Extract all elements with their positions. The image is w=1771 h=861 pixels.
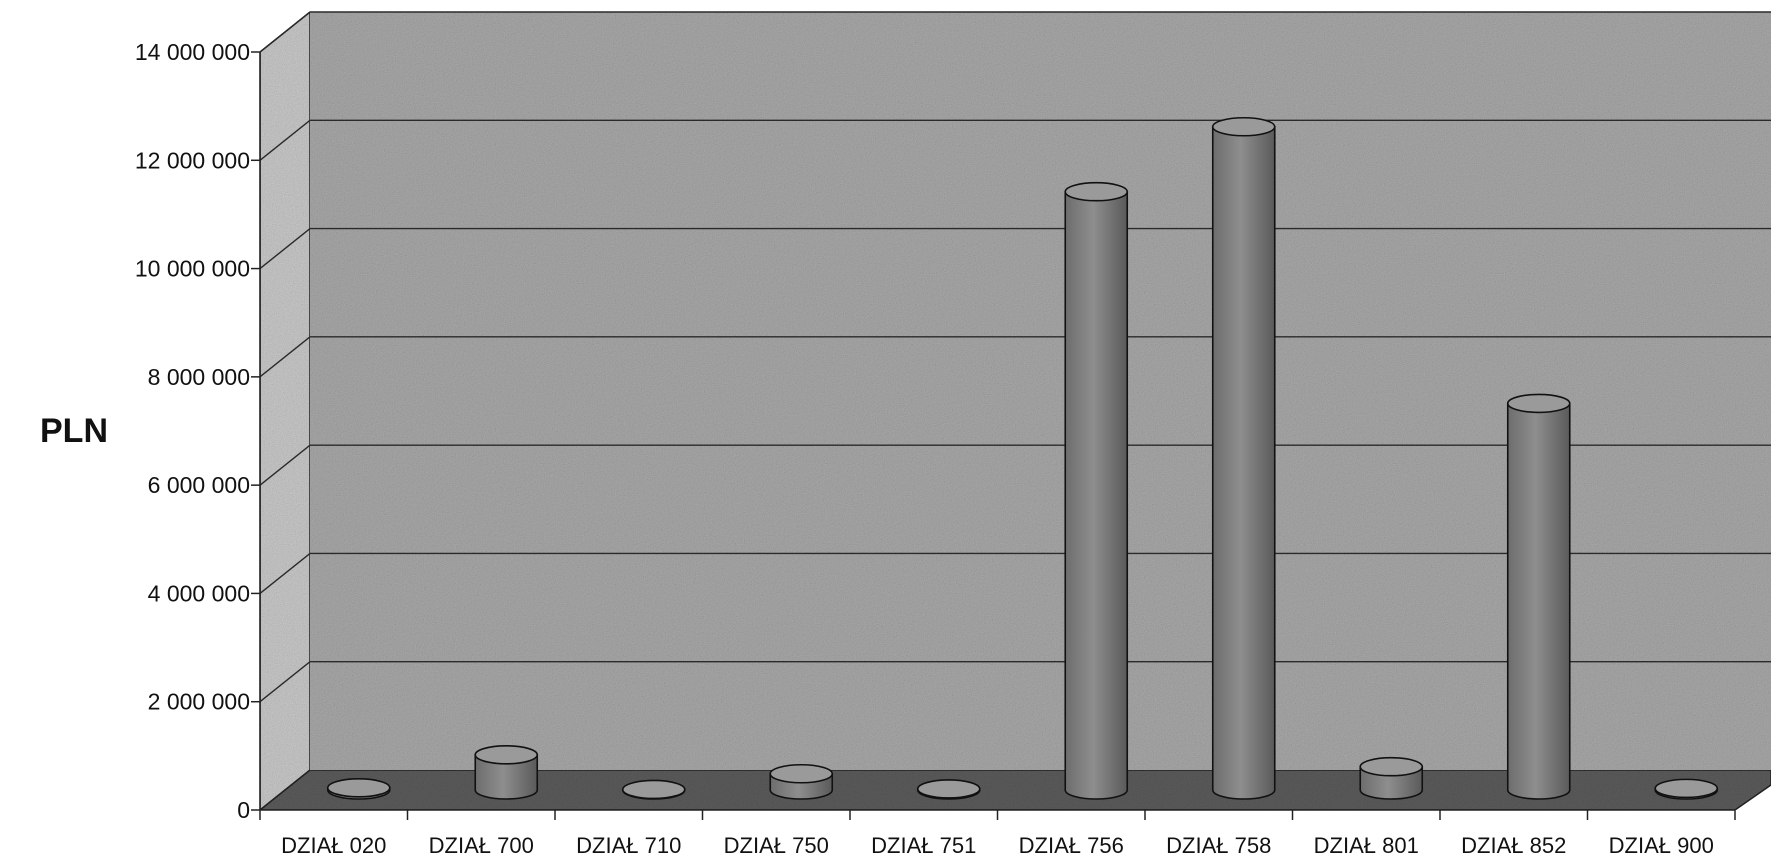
bar [916,779,981,800]
bar [769,763,834,800]
x-axis: DZIAŁ 020 DZIAŁ 700 DZIAŁ 710 DZIAŁ 750 DZIA… [259,809,1736,858]
x-tick-label: DZIAŁ 750 [724,833,829,858]
gridline [259,119,1771,161]
bar-top [769,763,834,784]
y-axis-label: PLN [40,412,108,450]
bar [1506,393,1571,800]
x-tick-label: DZIAŁ 801 [1314,833,1419,858]
chart-side-wall [259,10,311,812]
bar-top [326,778,391,798]
y-tick-label: 12 000 000 [135,147,250,173]
bar-top [1506,393,1571,414]
bar [1654,778,1719,800]
bar-body [1506,402,1571,800]
bar-body [474,754,539,800]
bar [326,778,391,800]
chart-back-wall [310,12,1771,770]
gridline [259,336,1771,378]
bar [1211,116,1276,800]
bar-top [916,779,981,799]
x-tick-label: DZIAŁ 700 [429,833,534,858]
y-tick-label: 14 000 000 [135,39,250,65]
bar-body [1064,190,1129,800]
bar-top [474,745,539,765]
x-tick-label: DZIAŁ 900 [1609,833,1714,858]
x-tick-label: DZIAŁ 756 [1019,833,1124,858]
bars [326,116,1719,800]
y-tick-label: 4 000 000 [148,580,250,606]
y-tick-label: 10 000 000 [135,256,250,282]
bar-top [1064,181,1129,202]
y-tick-label: 8 000 000 [148,364,250,390]
x-tick-label: DZIAŁ 020 [281,833,386,858]
x-tick-label: DZIAŁ 751 [871,833,976,858]
bar [1359,756,1424,800]
x-tick-label: DZIAŁ 710 [576,833,681,858]
gridline [259,661,1771,703]
bar-top [1211,116,1276,137]
bar-body [1211,125,1276,800]
gridline [259,11,1771,53]
gridline [259,227,1771,270]
y-tick-label: 2 000 000 [148,689,250,715]
y-tick-label: 6 000 000 [148,472,250,498]
gridline [259,444,1771,486]
x-tick-label: DZIAŁ 852 [1461,833,1566,858]
bar-top [1359,756,1424,777]
gridline [259,552,1771,594]
bar [1064,181,1129,800]
bar-top [1654,778,1719,799]
x-tick-label: DZIAŁ 758 [1166,833,1271,858]
chart-gridlines [259,11,1771,703]
y-axis: 0 2 000 000 4 000 000 6 000 000 8 000 000 10 … [135,39,261,823]
bar [474,745,539,800]
bar-top [621,779,686,800]
y-tick-label: 0 [237,797,250,823]
bar [621,779,686,800]
